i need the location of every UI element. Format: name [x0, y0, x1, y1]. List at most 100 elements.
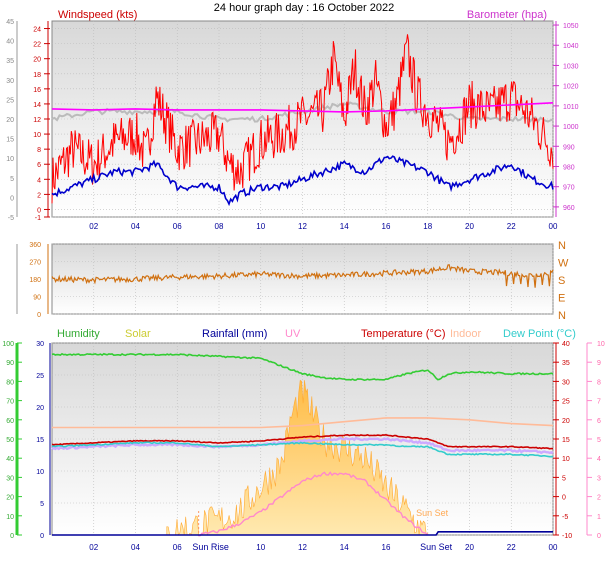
tick-label: 90 [6, 360, 14, 367]
x-tick-label: 04 [131, 543, 140, 552]
compass-label: W [558, 258, 569, 270]
tick-label: 35 [562, 360, 570, 367]
temperature-ticks: -10 -5 0 5 10 15 20 25 30 35 40 [553, 341, 572, 540]
tick-label: 45 [6, 19, 14, 26]
solar-area [166, 379, 429, 536]
humidity-ticks: 0 10 20 30 40 50 60 70 80 90 100 [2, 341, 22, 540]
barometer-axis-label: Barometer (hpa) [467, 9, 547, 21]
tick-label: 20 [6, 117, 14, 124]
tick-label: 20 [36, 405, 44, 412]
tick-label: -10 [562, 533, 572, 540]
barometer-ticks: 960 970 980 990 1000 1010 1020 1030 1040 1050 [553, 21, 579, 217]
x-tick-label: 04 [131, 222, 140, 231]
x-tick-label: 22 [507, 222, 516, 231]
wind-avg-line [51, 155, 554, 207]
tick-label: -1 [35, 215, 41, 222]
rainfall-ticks: 0 5 10 15 20 25 30 [36, 341, 44, 540]
tick-label: 12 [33, 117, 41, 124]
tick-label: 2 [37, 192, 41, 199]
uv-line [198, 471, 429, 537]
tick-label: 4 [37, 177, 41, 184]
x-tick-label: 18 [423, 222, 432, 231]
temperature-label: Temperature (°C) [361, 328, 445, 340]
x-tick-label: 12 [298, 222, 307, 231]
wind-x-ticks: 02 04 06 08 10 12 14 16 18 20 22 00 [89, 222, 558, 231]
tick-label: 70 [6, 399, 14, 406]
x-tick-label: 12 [298, 543, 307, 552]
tick-label: 3 [597, 475, 601, 482]
tick-label: 1020 [563, 84, 579, 91]
x-tick-label: 06 [173, 543, 182, 552]
tick-label: 1 [597, 514, 601, 521]
tick-label: 0 [562, 495, 566, 502]
dewpoint-label: Dew Point (°C) [503, 328, 576, 340]
tick-label: 15 [562, 437, 570, 444]
tick-label: 5 [10, 176, 14, 183]
tick-label: 0 [40, 533, 44, 540]
windspeed-line [51, 34, 554, 204]
tick-label: 9 [597, 360, 601, 367]
x-tick-label: 16 [382, 543, 391, 552]
wind-direction-line [51, 264, 554, 288]
tick-label: 30 [6, 78, 14, 85]
tick-label: 0 [10, 533, 14, 540]
tick-label: 15 [36, 437, 44, 444]
x-tick-label: 10 [256, 543, 265, 552]
tick-label: 90 [33, 295, 41, 302]
tick-label: 35 [6, 58, 14, 65]
chart-title: 24 hour graph day : 16 October 2022 [214, 2, 394, 14]
temp-x-ticks: 02 04 06 10 12 14 16 20 22 00 [89, 543, 558, 552]
x-tick-label: 02 [89, 543, 98, 552]
dewpoint-line [52, 441, 554, 458]
tick-label: 15 [6, 137, 14, 144]
tick-label: 14 [33, 102, 41, 109]
tick-label: 25 [6, 97, 14, 104]
tick-label: 180 [29, 277, 41, 284]
tick-label: 18 [33, 72, 41, 79]
solar-label: Solar [125, 328, 151, 340]
x-tick-label: 20 [465, 222, 474, 231]
x-tick-label: 06 [173, 222, 182, 231]
tick-label: 10 [6, 156, 14, 163]
tick-label: 1010 [563, 104, 579, 111]
temp-series [51, 352, 554, 537]
direction-series [51, 264, 554, 288]
direction-grid [52, 243, 554, 315]
x-tick-label: 16 [382, 222, 391, 231]
tick-label: 0 [37, 207, 41, 214]
tick-label: 7 [597, 399, 601, 406]
compass-label: E [558, 293, 565, 305]
tick-label: 40 [6, 39, 14, 46]
tick-label: 30 [6, 475, 14, 482]
compass-label: N [558, 240, 566, 252]
x-tick-label: 14 [340, 543, 349, 552]
tick-label: 25 [562, 399, 570, 406]
tick-label: 10 [33, 132, 41, 139]
tick-label: 40 [6, 456, 14, 463]
tick-label: 6 [37, 162, 41, 169]
tick-label: 0 [37, 312, 41, 319]
uv-label: UV [285, 328, 301, 340]
tick-label: -5 [562, 514, 568, 521]
sun-set-annotation: Sun Set [416, 508, 449, 518]
tick-label: 20 [6, 495, 14, 502]
tick-label: 980 [563, 164, 575, 171]
tick-label: 970 [563, 185, 575, 192]
sun-rise-label: Sun Rise [192, 542, 229, 552]
x-tick-label: 02 [89, 222, 98, 231]
tick-label: 0 [10, 195, 14, 202]
tick-label: 10 [36, 469, 44, 476]
tick-label: 5 [562, 475, 566, 482]
tick-label: 960 [563, 205, 575, 212]
tick-label: 40 [562, 341, 570, 348]
tick-label: -5 [8, 215, 14, 222]
x-tick-label: 00 [549, 222, 558, 231]
windspeed-axis-label: Windspeed (kts) [58, 9, 137, 21]
outer-left-ticks: -5 0 5 10 15 20 25 30 35 40 45 [6, 19, 18, 222]
feels-like-line [51, 436, 554, 455]
tick-label: 1040 [563, 43, 579, 50]
tick-label: 24 [33, 27, 41, 34]
